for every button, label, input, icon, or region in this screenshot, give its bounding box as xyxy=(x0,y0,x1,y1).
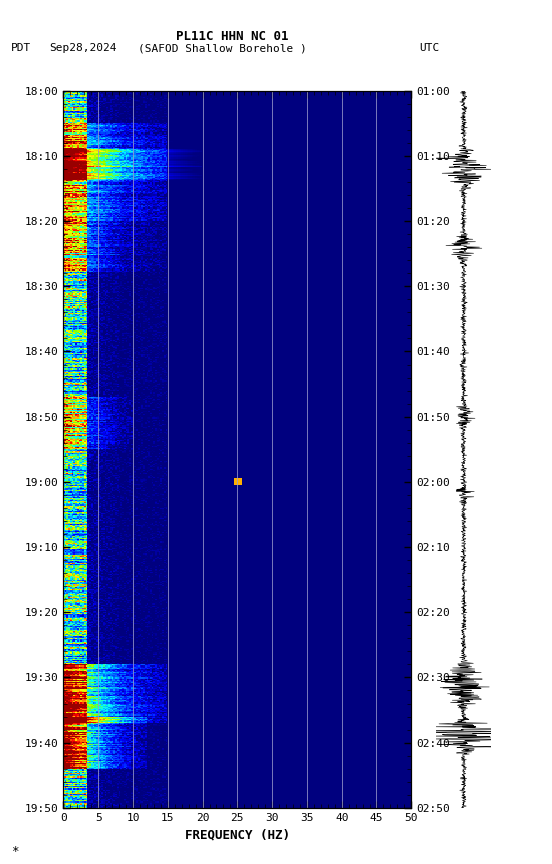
Text: PL11C HHN NC 01: PL11C HHN NC 01 xyxy=(176,30,288,43)
Text: UTC: UTC xyxy=(420,43,440,54)
Text: (SAFOD Shallow Borehole ): (SAFOD Shallow Borehole ) xyxy=(138,43,307,54)
Text: PDT: PDT xyxy=(11,43,31,54)
Text: Sep28,2024: Sep28,2024 xyxy=(50,43,117,54)
Text: *: * xyxy=(11,845,19,858)
X-axis label: FREQUENCY (HZ): FREQUENCY (HZ) xyxy=(185,829,290,842)
